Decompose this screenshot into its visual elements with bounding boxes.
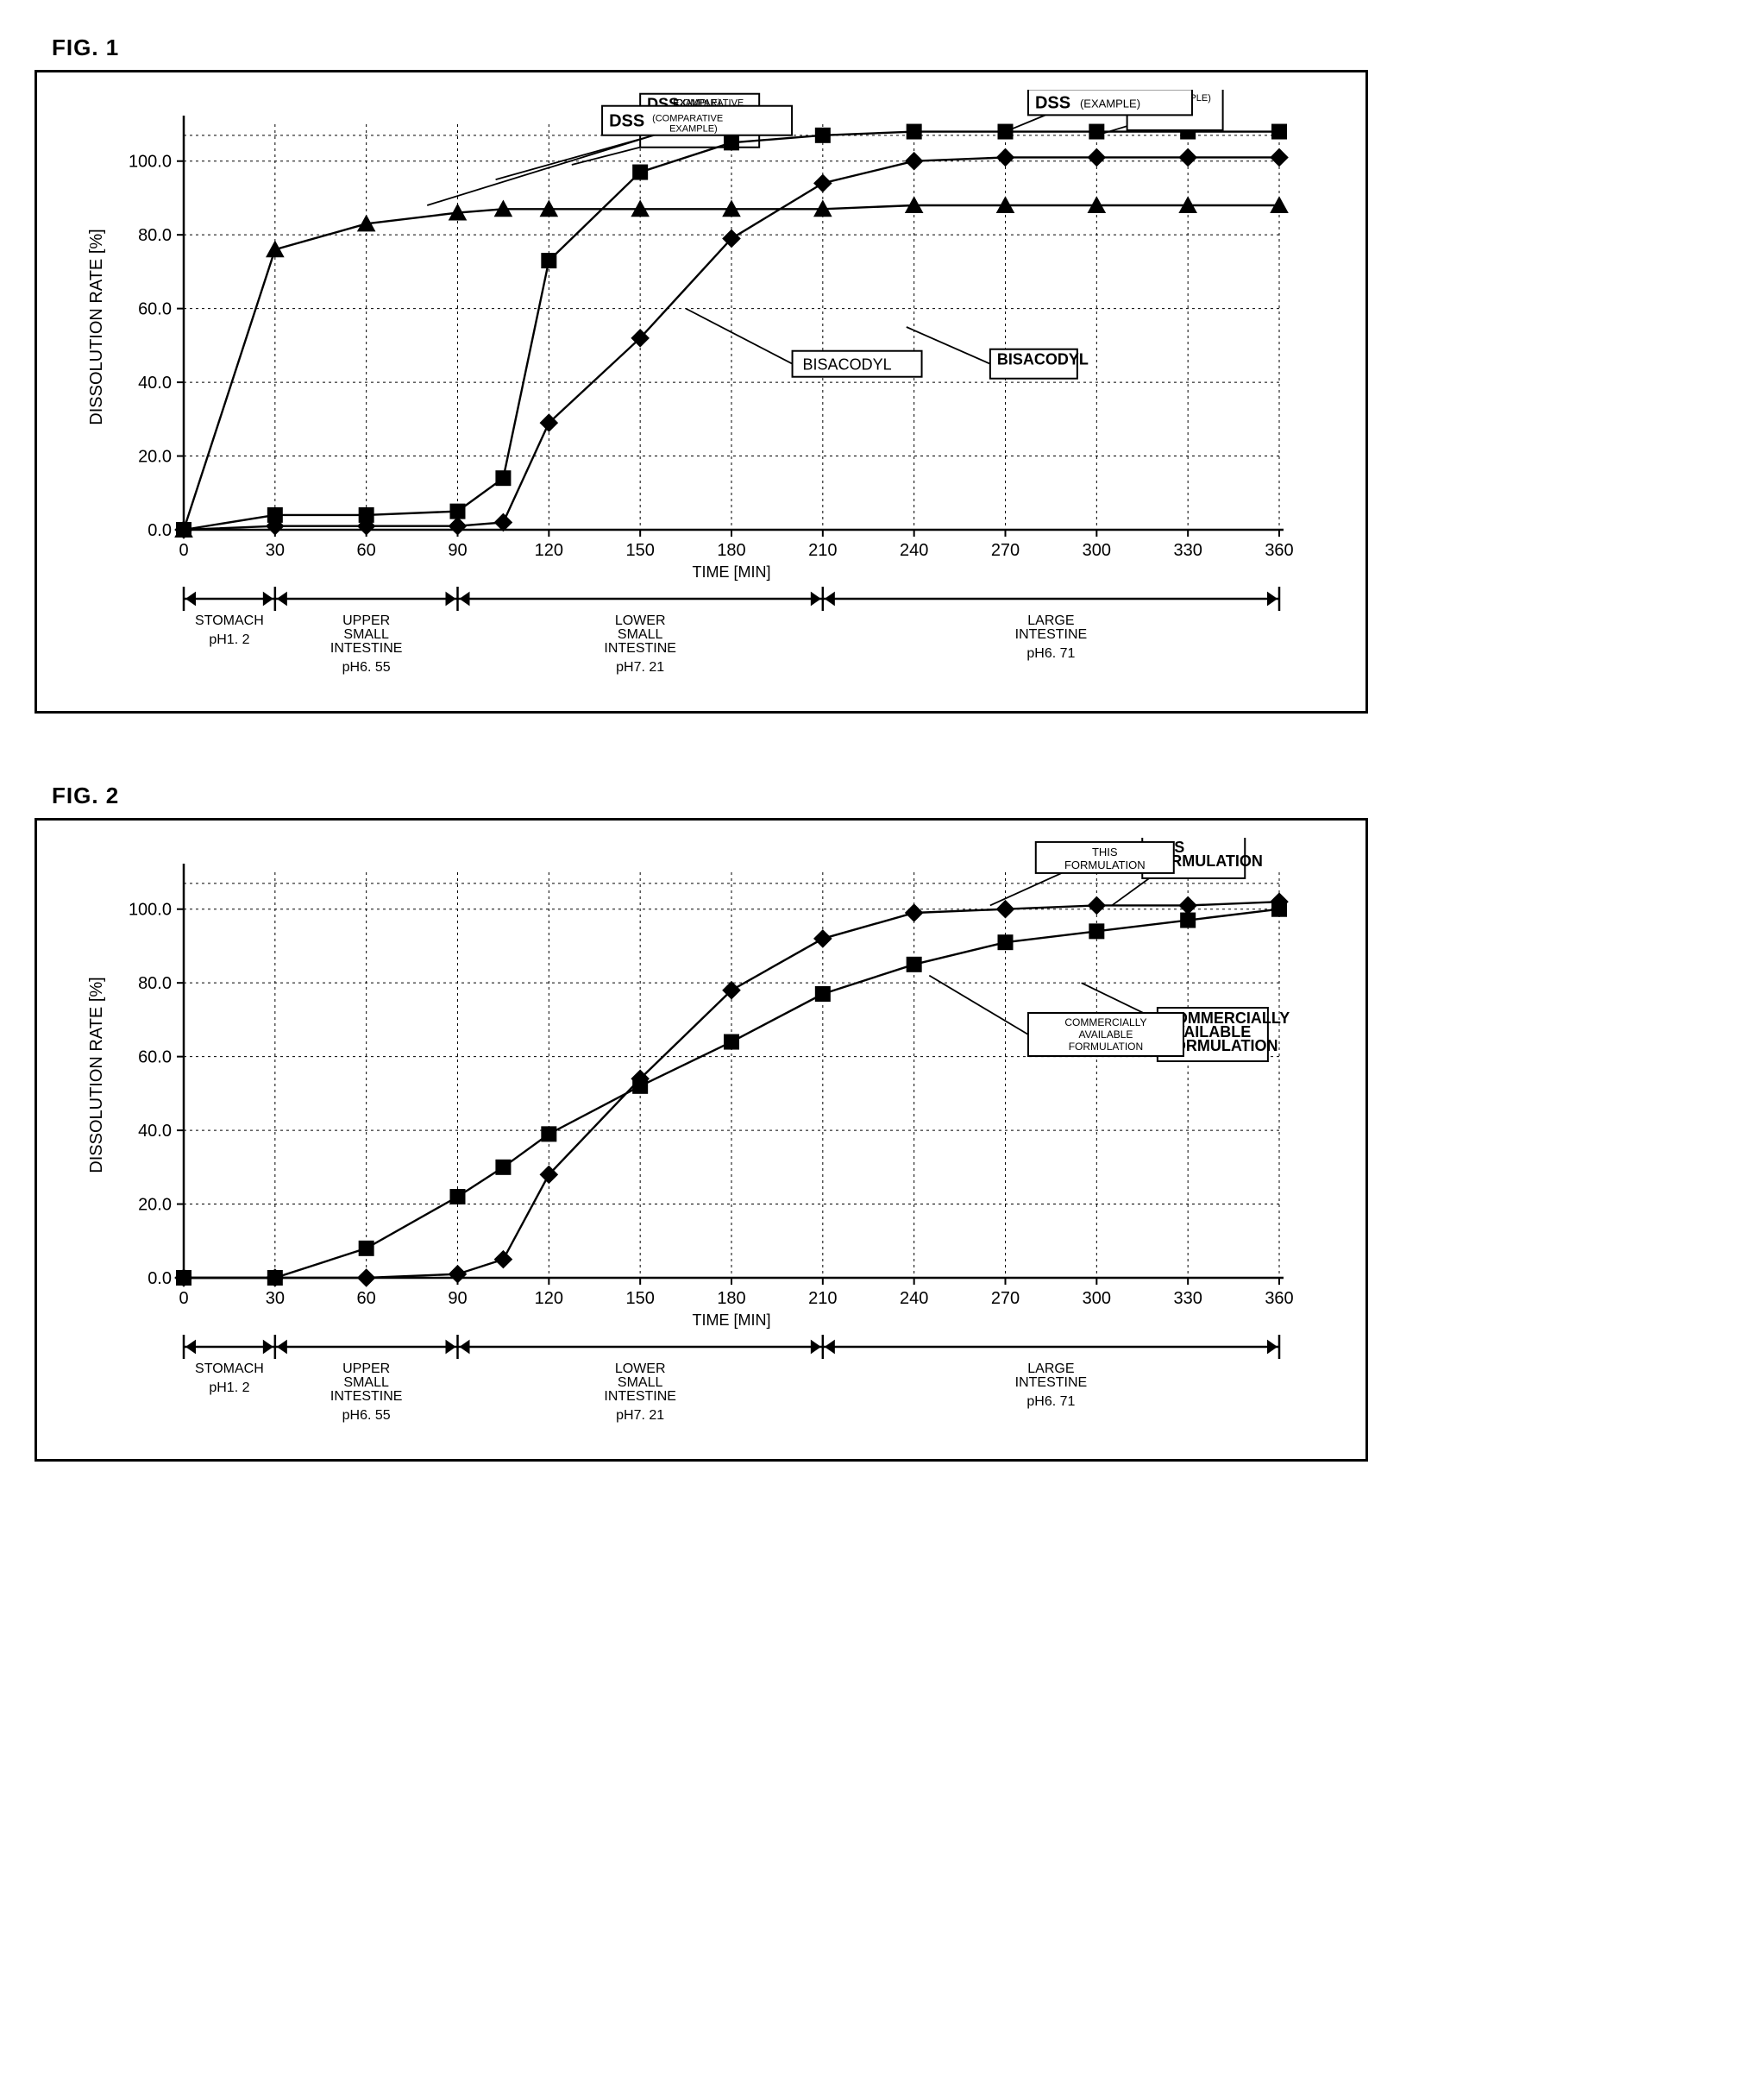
svg-text:0: 0: [179, 541, 188, 560]
svg-text:20.0: 20.0: [138, 1196, 172, 1215]
svg-text:pH1. 2: pH1. 2: [209, 1380, 249, 1395]
svg-text:270: 270: [991, 1289, 1020, 1308]
svg-text:100.0: 100.0: [129, 153, 172, 172]
svg-text:90: 90: [448, 541, 467, 560]
svg-text:DSS: DSS: [1035, 93, 1070, 112]
svg-text:BISACODYL: BISACODYL: [803, 356, 892, 374]
svg-text:INTESTINE: INTESTINE: [330, 641, 403, 656]
svg-text:(COMPARATIVE: (COMPARATIVE: [652, 114, 723, 124]
svg-text:40.0: 40.0: [138, 374, 172, 393]
svg-text:pH6. 55: pH6. 55: [342, 660, 391, 675]
svg-text:360: 360: [1265, 541, 1293, 560]
chart-frame: 0.0 20.0 40.0 60.0 80.0 100.0 0 30 60 90 120 150 180…: [35, 70, 1368, 714]
svg-text:(EXAMPLE): (EXAMPLE): [1080, 97, 1140, 110]
svg-text:210: 210: [808, 541, 837, 560]
svg-text:90: 90: [448, 1289, 467, 1308]
svg-text:EXAMPLE): EXAMPLE): [669, 124, 718, 135]
svg-text:60.0: 60.0: [138, 1048, 172, 1067]
svg-text:pH1. 2: pH1. 2: [209, 632, 249, 647]
svg-text:0: 0: [179, 1289, 188, 1308]
svg-text:LARGE: LARGE: [1027, 613, 1074, 628]
svg-text:DSS: DSS: [609, 112, 644, 131]
svg-text:150: 150: [625, 1289, 654, 1308]
svg-text:INTESTINE: INTESTINE: [330, 1389, 403, 1404]
svg-text:COMMERCIALLY: COMMERCIALLY: [1064, 1016, 1146, 1028]
svg-text:AVAILABLE: AVAILABLE: [1078, 1028, 1133, 1041]
svg-text:FORMULATION: FORMULATION: [1069, 1041, 1143, 1053]
figure-title: FIG. 2: [52, 783, 1729, 809]
svg-text:60.0: 60.0: [138, 300, 172, 319]
svg-text:FORMULATION: FORMULATION: [1064, 858, 1146, 871]
svg-text:120: 120: [535, 1289, 563, 1308]
svg-text:INTESTINE: INTESTINE: [604, 1389, 676, 1404]
svg-text:STOMACH: STOMACH: [195, 613, 264, 628]
svg-text:40.0: 40.0: [138, 1122, 172, 1141]
svg-text:SMALL: SMALL: [618, 1375, 663, 1390]
svg-text:100.0: 100.0: [129, 901, 172, 920]
svg-text:0.0: 0.0: [148, 1269, 172, 1288]
chart-frame: 0.0 20.0 40.0 60.0 80.0 100.0 0 30 60 90 120 150 180…: [35, 818, 1368, 1462]
svg-text:pH6. 71: pH6. 71: [1026, 646, 1075, 661]
svg-text:330: 330: [1173, 1289, 1202, 1308]
svg-text:240: 240: [900, 541, 928, 560]
svg-text:80.0: 80.0: [138, 974, 172, 993]
svg-text:UPPER: UPPER: [342, 613, 390, 628]
svg-text:60: 60: [357, 1289, 376, 1308]
svg-text:INTESTINE: INTESTINE: [1015, 627, 1088, 642]
svg-text:SMALL: SMALL: [343, 627, 389, 642]
svg-text:SMALL: SMALL: [618, 627, 663, 642]
svg-text:30: 30: [266, 541, 285, 560]
figure-title: FIG. 1: [52, 35, 1729, 61]
svg-text:DISSOLUTION RATE [%]: DISSOLUTION RATE [%]: [87, 229, 106, 424]
svg-text:0.0: 0.0: [148, 521, 172, 540]
svg-text:DISSOLUTION RATE [%]: DISSOLUTION RATE [%]: [87, 977, 106, 1173]
svg-text:180: 180: [717, 541, 745, 560]
svg-text:330: 330: [1173, 541, 1202, 560]
svg-text:pH6. 55: pH6. 55: [342, 1408, 391, 1423]
svg-text:300: 300: [1083, 1289, 1111, 1308]
svg-text:30: 30: [266, 1289, 285, 1308]
svg-text:80.0: 80.0: [138, 226, 172, 245]
chart-svg: 0.0 20.0 40.0 60.0 80.0 100.0 0 30 60 90 120 150 180…: [54, 838, 1314, 1450]
figure-block: FIG. 1 0.0 20.0 40.0 60.0 80.0 100.0 0 30 60 90 120…: [35, 35, 1729, 714]
svg-text:BISACODYL: BISACODYL: [997, 351, 1089, 368]
svg-text:TIME [MIN]: TIME [MIN]: [693, 563, 771, 581]
svg-text:pH7. 21: pH7. 21: [616, 660, 664, 675]
figure-block: FIG. 2 0.0 20.0 40.0 60.0 80.0 100.0 0 30 60 90 120…: [35, 783, 1729, 1462]
svg-text:LOWER: LOWER: [615, 1361, 666, 1376]
svg-text:SMALL: SMALL: [343, 1375, 389, 1390]
svg-text:pH6. 71: pH6. 71: [1026, 1394, 1075, 1409]
svg-text:LOWER: LOWER: [615, 613, 666, 628]
svg-text:UPPER: UPPER: [342, 1361, 390, 1376]
svg-text:LARGE: LARGE: [1027, 1361, 1074, 1376]
svg-text:STOMACH: STOMACH: [195, 1361, 264, 1376]
svg-text:360: 360: [1265, 1289, 1293, 1308]
svg-text:60: 60: [357, 541, 376, 560]
svg-text:INTESTINE: INTESTINE: [1015, 1375, 1088, 1390]
svg-text:150: 150: [625, 541, 654, 560]
svg-text:pH7. 21: pH7. 21: [616, 1408, 664, 1423]
svg-text:210: 210: [808, 1289, 837, 1308]
svg-text:TIME [MIN]: TIME [MIN]: [693, 1311, 771, 1329]
svg-text:270: 270: [991, 541, 1020, 560]
svg-text:240: 240: [900, 1289, 928, 1308]
svg-text:INTESTINE: INTESTINE: [604, 641, 676, 656]
svg-text:180: 180: [717, 1289, 745, 1308]
svg-text:20.0: 20.0: [138, 448, 172, 467]
svg-text:300: 300: [1083, 541, 1111, 560]
svg-text:120: 120: [535, 541, 563, 560]
chart-svg: 0.0 20.0 40.0 60.0 80.0 100.0 0 30 60 90 120 150 180…: [54, 90, 1314, 702]
svg-text:THIS: THIS: [1092, 846, 1118, 858]
